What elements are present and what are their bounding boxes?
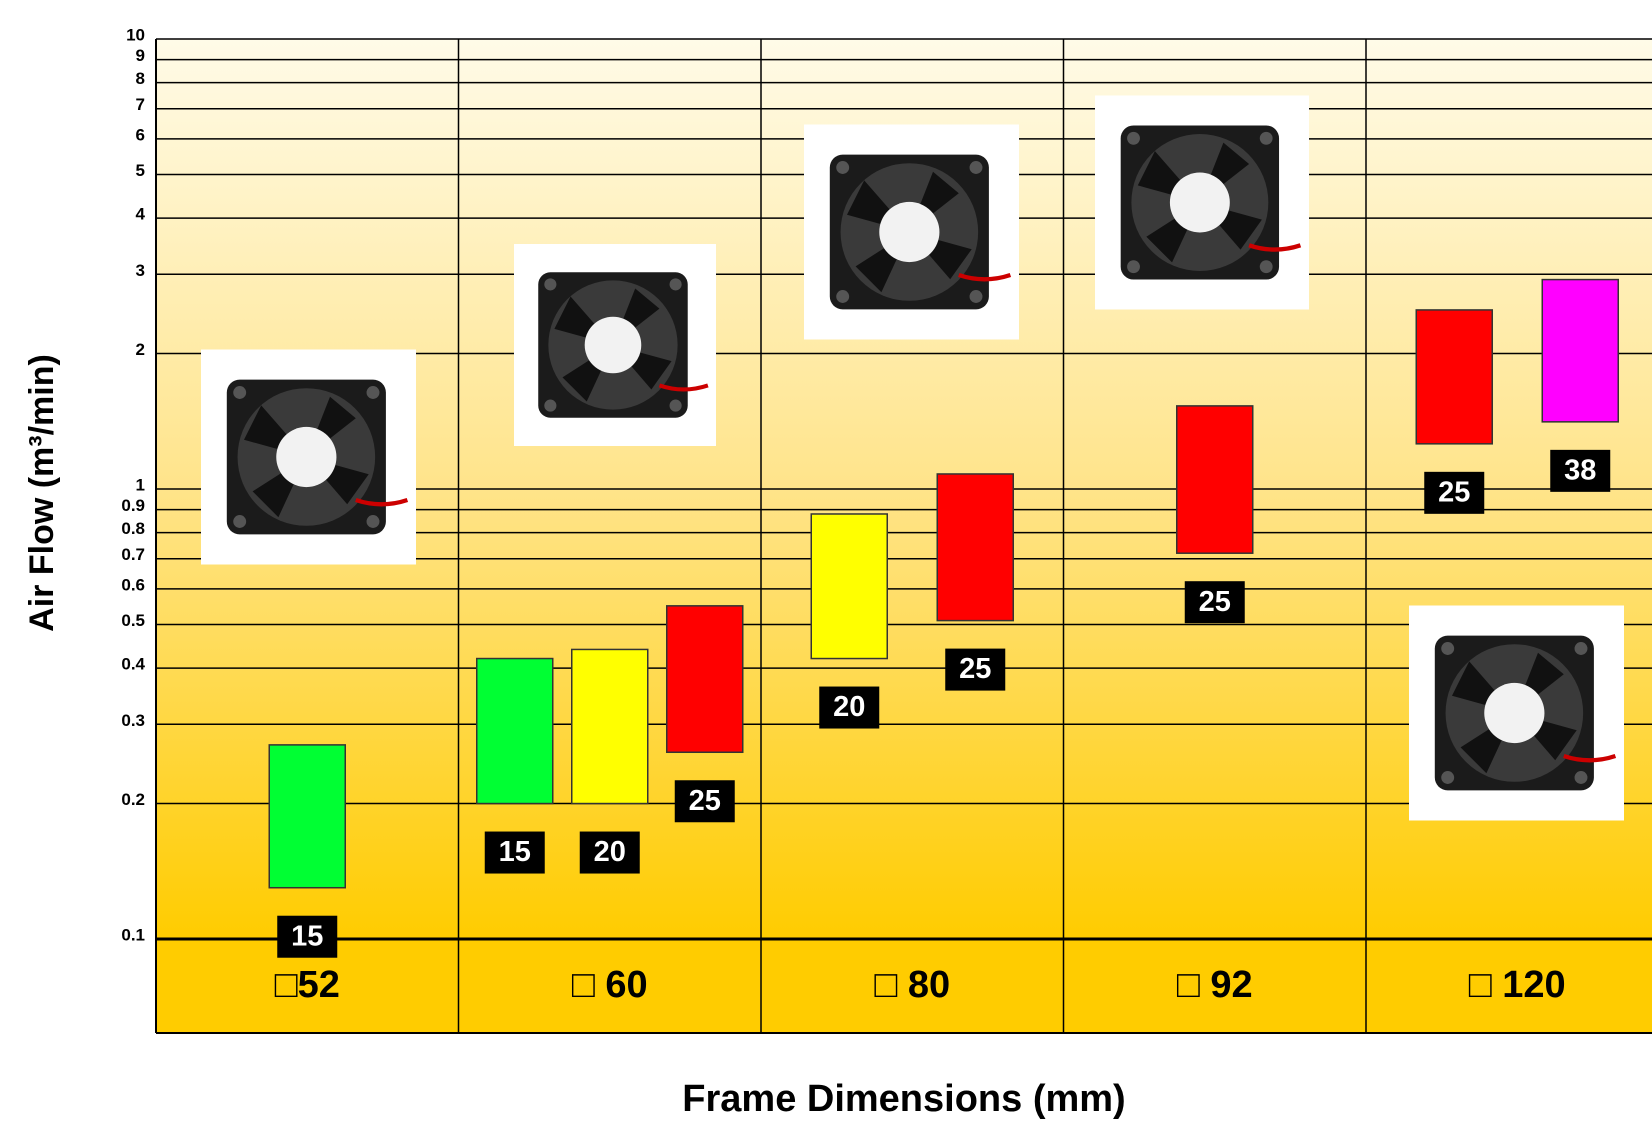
category-label: □ 60 <box>572 964 648 1006</box>
label-box <box>1424 471 1485 514</box>
label-box <box>579 831 640 874</box>
label-box <box>945 648 1006 691</box>
label-box <box>1184 581 1245 624</box>
y-tick-label: 10 <box>126 25 145 44</box>
fan-photo <box>201 350 416 565</box>
category-label: □ 120 <box>1469 964 1566 1006</box>
range-bar <box>1415 309 1493 445</box>
bar-label: 25 <box>689 785 721 817</box>
y-tick-label: 7 <box>136 95 145 114</box>
category-label: □ 92 <box>1177 964 1253 1006</box>
fan-photo <box>804 125 1019 340</box>
y-axis-title: Air Flow (m³/min) <box>23 354 61 632</box>
y-tick-label: 2 <box>136 340 145 359</box>
bar-label: 15 <box>499 836 531 868</box>
category-band <box>156 939 1652 1033</box>
fan-photo <box>1095 96 1309 310</box>
bar-label: 15 <box>291 920 323 952</box>
range-bar <box>476 657 554 805</box>
y-tick-label: 0.2 <box>121 790 145 809</box>
range-bar <box>936 473 1014 622</box>
category-label: □52 <box>275 964 340 1006</box>
bar-label: 25 <box>1199 586 1231 618</box>
range-bar <box>666 605 744 754</box>
y-tick-label: 0.5 <box>121 611 145 630</box>
y-tick-label: 3 <box>136 261 145 280</box>
fan-photo <box>1409 606 1624 821</box>
label-box <box>819 686 880 729</box>
range-bar <box>571 648 649 805</box>
category-label: □ 80 <box>874 964 950 1006</box>
grid: 0.1 0.2 0.3 0.4 0.5 0.6 0.7 0.8 0.9 1 2 3 4 5 6 7 8 9 10 □5… <box>121 25 1652 1034</box>
label-box <box>277 915 338 958</box>
y-tick-label: 9 <box>136 46 145 65</box>
range-bar <box>1176 405 1254 554</box>
y-tick-label: 8 <box>136 69 145 88</box>
y-tick-label: 0.9 <box>121 496 145 515</box>
label-box <box>674 780 735 823</box>
bar-label: 20 <box>833 691 865 723</box>
x-axis-title: Frame Dimensions (mm) <box>682 1078 1125 1120</box>
y-tick-label: 0.4 <box>121 655 145 674</box>
bar-label: 20 <box>594 836 626 868</box>
range-bar <box>810 513 888 660</box>
y-tick-label: 0.7 <box>121 545 145 564</box>
y-tick-label: 1 <box>136 475 145 494</box>
y-tick-label: 4 <box>136 205 146 224</box>
bar-label: 38 <box>1564 455 1596 487</box>
range-bar <box>268 744 346 889</box>
range-bar <box>1541 278 1619 423</box>
y-tick-label: 5 <box>136 161 145 180</box>
fan-photo <box>514 244 716 446</box>
label-box <box>484 831 545 874</box>
marks: 15 15 20 25 20 25 25 25 38 <box>268 278 1619 958</box>
label-box <box>1550 449 1611 492</box>
bar-label: 25 <box>959 653 991 685</box>
y-tick-label: 0.1 <box>121 925 145 944</box>
y-tick-label: 6 <box>136 125 145 144</box>
y-tick-label: 0.8 <box>121 519 145 538</box>
y-tick-label: 0.3 <box>121 711 145 730</box>
bar-label: 25 <box>1438 476 1470 508</box>
y-tick-label: 0.6 <box>121 575 145 594</box>
